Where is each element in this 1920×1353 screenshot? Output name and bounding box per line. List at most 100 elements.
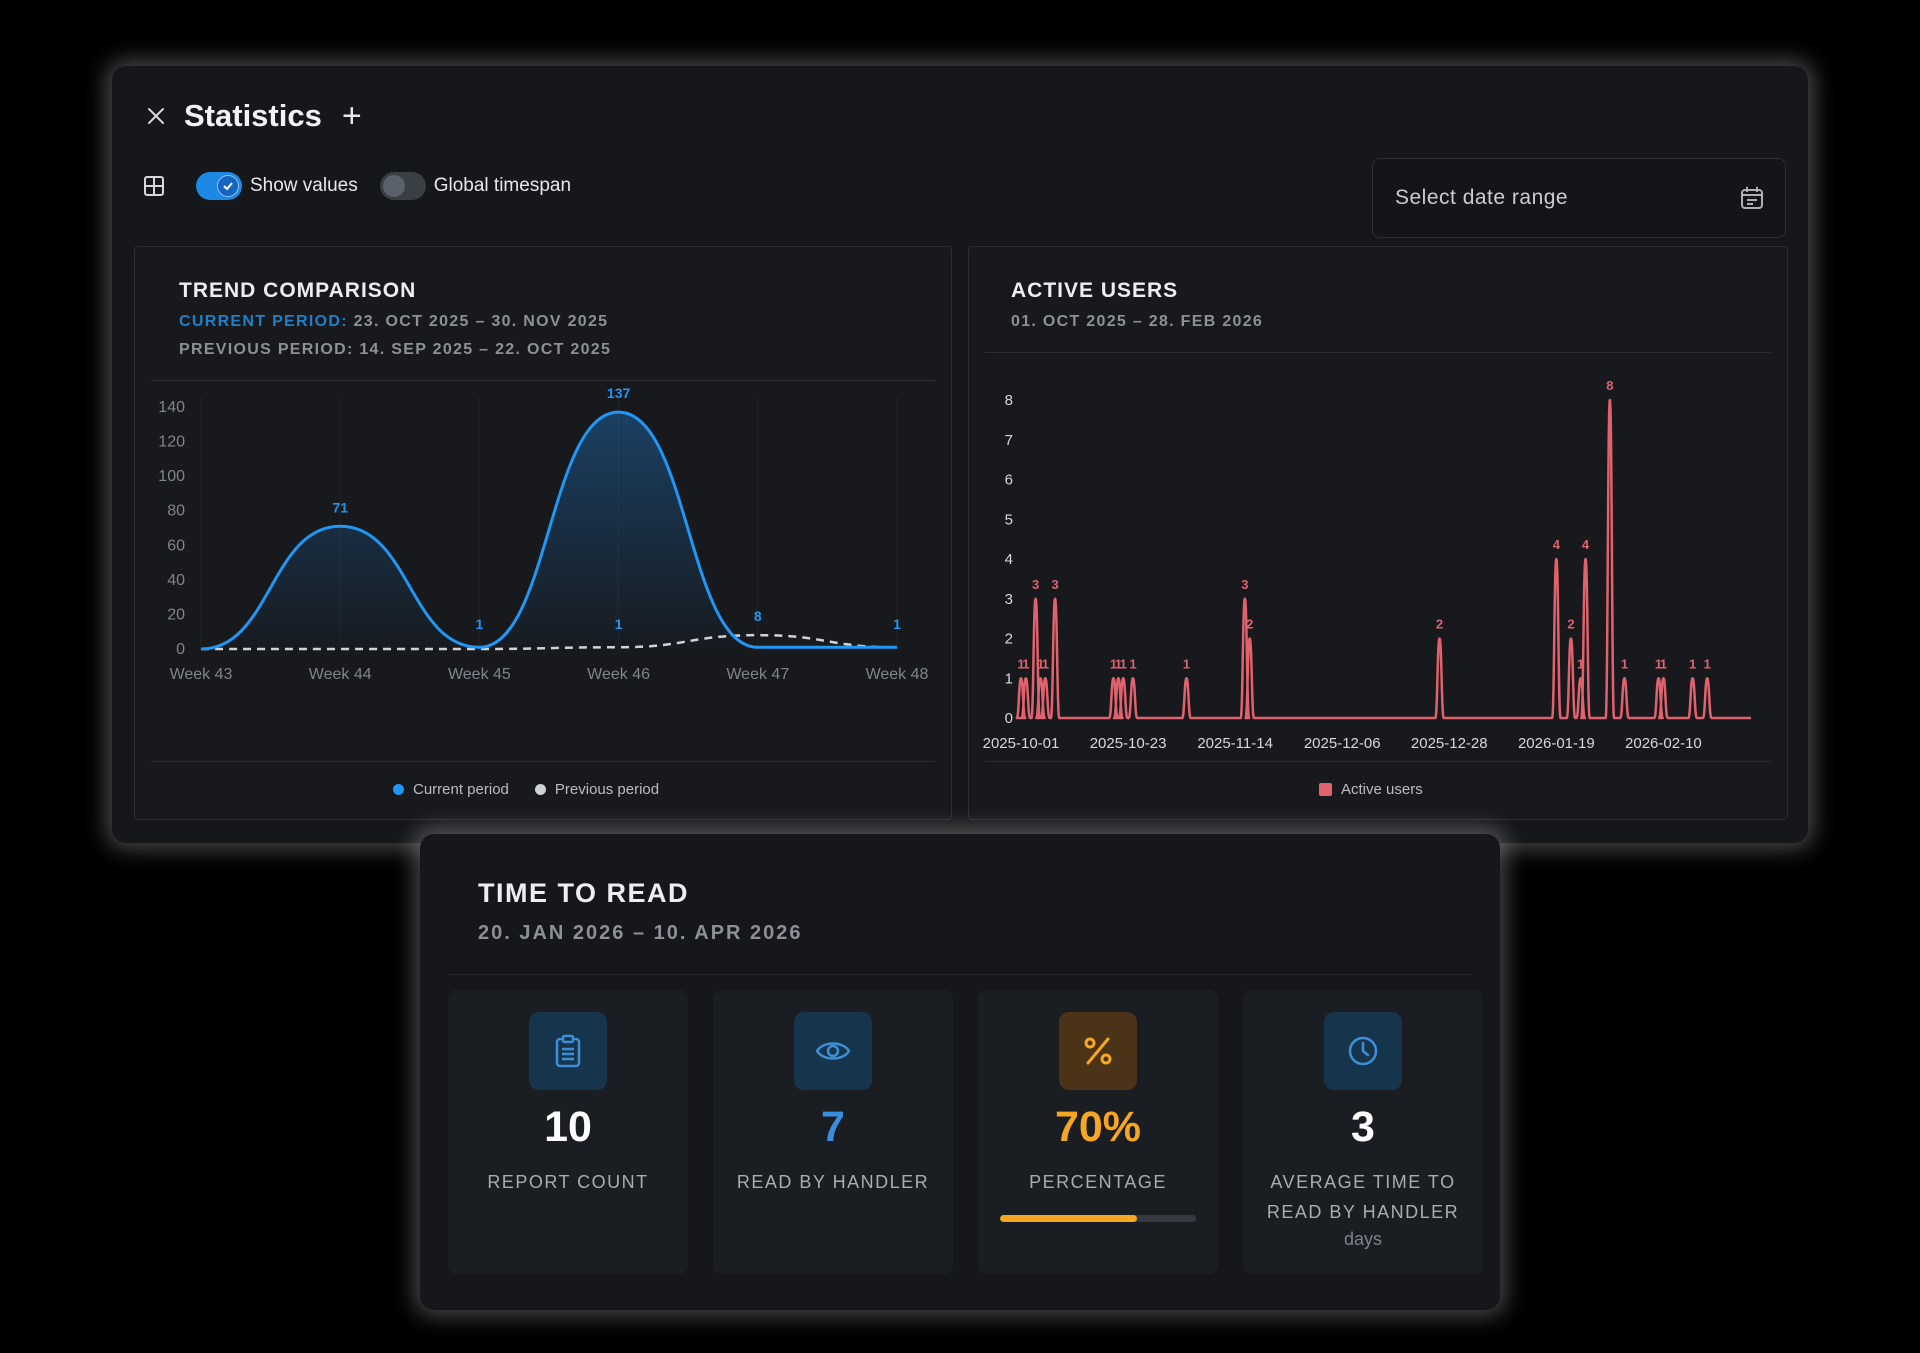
previous-data-label: 8 xyxy=(754,608,762,624)
y-tick-label: 20 xyxy=(167,606,185,623)
x-tick-label: Week 45 xyxy=(448,666,511,683)
clipboard-icon xyxy=(529,1012,607,1090)
active-data-label: 2 xyxy=(1567,617,1574,632)
read-by-handler-card: 7 READ BY HANDLER xyxy=(713,990,953,1274)
active-data-label: 3 xyxy=(1032,577,1039,592)
trend-comparison-panel: TREND COMPARISON CURRENT PERIOD: 23. OCT… xyxy=(134,246,952,820)
active-legend: Active users xyxy=(1319,781,1449,798)
active-data-label: 4 xyxy=(1553,537,1561,552)
report-count-label: REPORT COUNT xyxy=(487,1172,649,1192)
previous-period-label: PREVIOUS PERIOD: xyxy=(179,341,354,358)
current-data-label: 1 xyxy=(893,616,901,632)
active-data-label: 1 xyxy=(1655,656,1662,671)
global-timespan-toggle[interactable] xyxy=(379,172,426,200)
y-tick-label: 3 xyxy=(1005,591,1013,608)
show-values-toggle[interactable] xyxy=(196,172,242,200)
active-data-label: 1 xyxy=(1704,656,1711,671)
current-period-label: CURRENT PERIOD: xyxy=(179,313,348,330)
active-users-line xyxy=(1015,398,1751,720)
statistics-window: Statistics + Show values Global timespan… xyxy=(112,66,1808,843)
legend-active-users[interactable]: Active users xyxy=(1319,781,1423,798)
legend-current-label: Current period xyxy=(413,781,509,798)
active-data-label: 1 xyxy=(1042,656,1049,671)
percentage-value: 70% xyxy=(1054,1103,1142,1151)
active-title: ACTIVE USERS xyxy=(1011,279,1179,302)
toolbar: Show values Global timespan xyxy=(142,166,593,206)
y-tick-label: 1 xyxy=(1005,670,1013,687)
divider xyxy=(151,380,935,381)
divider xyxy=(151,761,935,762)
plus-icon[interactable]: + xyxy=(341,97,362,135)
y-tick-label: 120 xyxy=(158,434,185,451)
date-range-placeholder: Select date range xyxy=(1395,186,1569,209)
active-data-label: 1 xyxy=(1110,656,1117,671)
check-icon xyxy=(217,175,239,197)
average-time-card: 3 AVERAGE TIME TO READ BY HANDLER days xyxy=(1243,990,1483,1274)
x-tick-label: 2025-12-28 xyxy=(1411,735,1488,752)
legend-active-label: Active users xyxy=(1341,781,1423,798)
y-tick-label: 140 xyxy=(158,399,185,416)
divider xyxy=(448,974,1472,975)
trend-previous-period: PREVIOUS PERIOD: 14. SEP 2025 – 22. OCT … xyxy=(179,341,611,359)
clock-icon xyxy=(1324,1012,1402,1090)
previous-period-line xyxy=(201,633,898,651)
x-tick-label: 2025-11-14 xyxy=(1197,735,1273,752)
average-time-unit: days xyxy=(1343,1229,1383,1249)
active-data-label: 1 xyxy=(1577,656,1584,671)
page-title: Statistics xyxy=(184,98,322,133)
previous-period-range: 14. SEP 2025 – 22. OCT 2025 xyxy=(359,341,612,358)
grid-layout-icon[interactable] xyxy=(142,174,166,198)
x-tick-label: Week 48 xyxy=(866,666,929,683)
x-tick-label: Week 46 xyxy=(587,666,650,683)
y-tick-label: 4 xyxy=(1005,551,1013,568)
active-data-label: 1 xyxy=(1022,656,1029,671)
x-tick-label: Week 43 xyxy=(170,666,233,683)
calendar-icon xyxy=(1741,187,1763,209)
active-data-label: 1 xyxy=(1183,656,1190,671)
legend-previous-label: Previous period xyxy=(554,781,660,798)
active-data-label: 1 xyxy=(1129,656,1136,671)
x-tick-label: 2026-01-19 xyxy=(1518,735,1595,752)
previous-data-label: 1 xyxy=(615,616,623,632)
y-tick-label: 5 xyxy=(1005,511,1013,528)
read-by-handler-label: READ BY HANDLER xyxy=(736,1172,930,1192)
toggle-knob xyxy=(382,175,405,197)
divider xyxy=(985,761,1771,762)
active-range: 01. OCT 2025 – 28. FEB 2026 xyxy=(1011,313,1264,330)
current-data-label: 1 xyxy=(476,616,484,632)
y-tick-label: 0 xyxy=(1005,710,1013,727)
y-tick-label: 60 xyxy=(167,537,185,554)
read-by-handler-value: 7 xyxy=(821,1103,845,1151)
active-data-label: 1 xyxy=(1017,656,1024,671)
active-data-label: 3 xyxy=(1241,577,1248,592)
time-to-read-panel: TIME TO READ 20. JAN 2026 – 10. APR 2026… xyxy=(420,834,1500,1310)
global-timespan-label[interactable]: Global timespan xyxy=(433,175,572,196)
trend-title: TREND COMPARISON xyxy=(179,279,417,302)
active-users-panel: ACTIVE USERS 01. OCT 2025 – 28. FEB 2026… xyxy=(968,246,1788,820)
legend-current[interactable]: Current period xyxy=(393,781,509,798)
percentage-label: PERCENTAGE xyxy=(1029,1172,1167,1192)
y-tick-label: 6 xyxy=(1005,472,1013,489)
report-count-card: 10 REPORT COUNT xyxy=(448,990,688,1274)
legend-previous[interactable]: Previous period xyxy=(534,781,660,798)
current-data-label: 71 xyxy=(332,499,348,515)
window-titlebar: Statistics + xyxy=(142,96,362,136)
y-tick-label: 7 xyxy=(1005,432,1013,449)
x-tick-label: 2025-10-23 xyxy=(1090,735,1167,752)
date-range-picker[interactable]: Select date range xyxy=(1372,158,1786,238)
average-time-value: 3 xyxy=(1351,1103,1375,1151)
active-data-label: 4 xyxy=(1582,537,1590,552)
trend-current-period: CURRENT PERIOD: 23. OCT 2025 – 30. NOV 2… xyxy=(179,313,611,331)
show-values-label[interactable]: Show values xyxy=(250,175,358,196)
legend-active-square xyxy=(1319,783,1332,796)
active-data-label: 1 xyxy=(1037,656,1044,671)
active-data-label: 2 xyxy=(1246,617,1253,632)
percentage-card: 70% PERCENTAGE xyxy=(978,990,1218,1274)
y-tick-label: 2 xyxy=(1005,631,1013,648)
legend-current-dot xyxy=(393,784,404,795)
close-icon[interactable] xyxy=(142,102,170,130)
active-data-label: 1 xyxy=(1660,656,1667,671)
eye-icon xyxy=(794,1012,872,1090)
ttr-range: 20. JAN 2026 – 10. APR 2026 xyxy=(478,922,803,944)
percent-icon xyxy=(1059,1012,1137,1090)
